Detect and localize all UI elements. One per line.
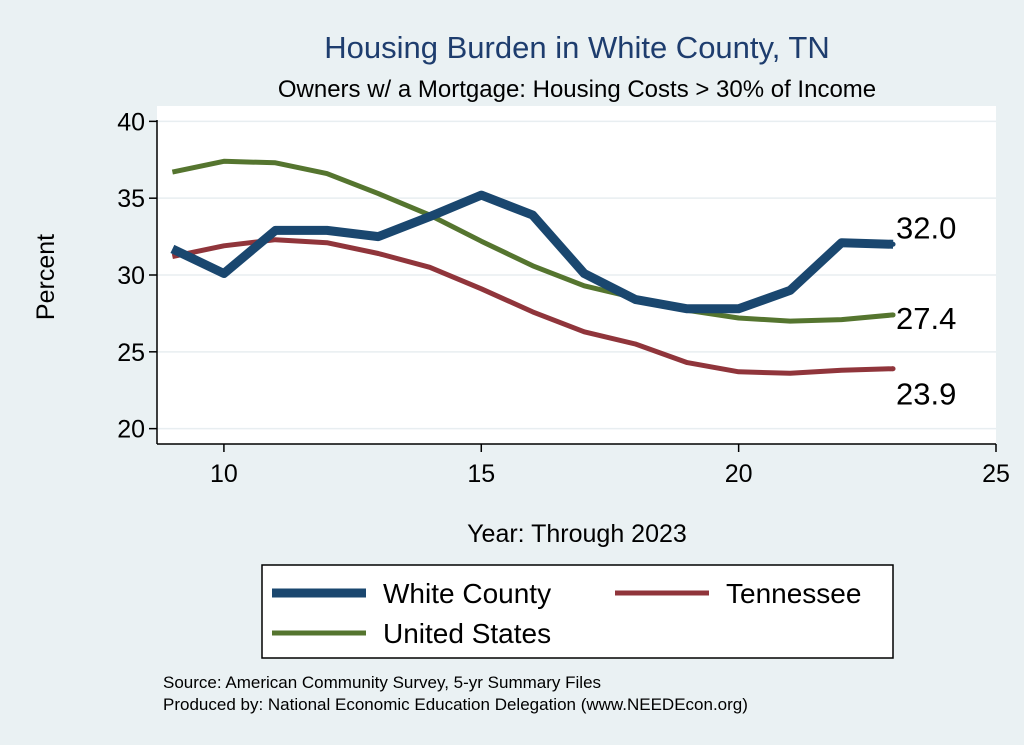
x-tick-label-25: 25 xyxy=(982,460,1010,488)
chart-subtitle: Owners w/ a Mortgage: Housing Costs > 30… xyxy=(278,76,876,103)
y-tick-label-30: 30 xyxy=(117,262,145,290)
x-tick-label-20: 20 xyxy=(725,460,753,488)
series-line-white-county xyxy=(170,190,894,314)
x-axis-label: Year: Through 2023 xyxy=(467,520,687,548)
legend-label-tennessee: Tennessee xyxy=(726,578,861,609)
legend-label-united-states: United States xyxy=(383,618,551,649)
end-label-united-states: 27.4 xyxy=(896,301,956,336)
producer-note: Produced by: National Economic Education… xyxy=(163,695,748,714)
x-axis-ticks: 10 15 20 25 xyxy=(210,444,1010,488)
x-tick-label-10: 10 xyxy=(210,460,238,488)
y-tick-label-25: 25 xyxy=(117,339,145,367)
legend-label-white-county: White County xyxy=(383,578,551,609)
y-axis-label: Percent xyxy=(32,234,60,320)
y-axis-ticks: 20 25 30 35 40 xyxy=(117,108,157,444)
legend: White County Tennessee United States xyxy=(261,564,894,659)
end-label-white-county: 32.0 xyxy=(896,210,956,245)
end-labels: 32.0 23.9 27.4 xyxy=(890,210,956,412)
x-tick-label-15: 15 xyxy=(467,460,495,488)
series-line-tennessee xyxy=(171,237,894,376)
end-point-tennessee xyxy=(890,366,896,372)
y-tick-label-40: 40 xyxy=(117,108,145,136)
grid-lines xyxy=(157,120,996,430)
axes xyxy=(156,120,996,445)
end-label-tennessee: 23.9 xyxy=(896,377,956,412)
chart-title: Housing Burden in White County, TN xyxy=(324,30,829,65)
source-note: Source: American Community Survey, 5-yr … xyxy=(163,673,601,692)
end-point-united-states xyxy=(890,312,896,318)
y-tick-label-20: 20 xyxy=(117,416,145,444)
end-point-white-county xyxy=(890,241,896,247)
legend-box xyxy=(261,564,894,659)
series-lines xyxy=(170,158,894,376)
series-line-united-states xyxy=(171,158,894,324)
y-tick-label-35: 35 xyxy=(117,185,145,213)
